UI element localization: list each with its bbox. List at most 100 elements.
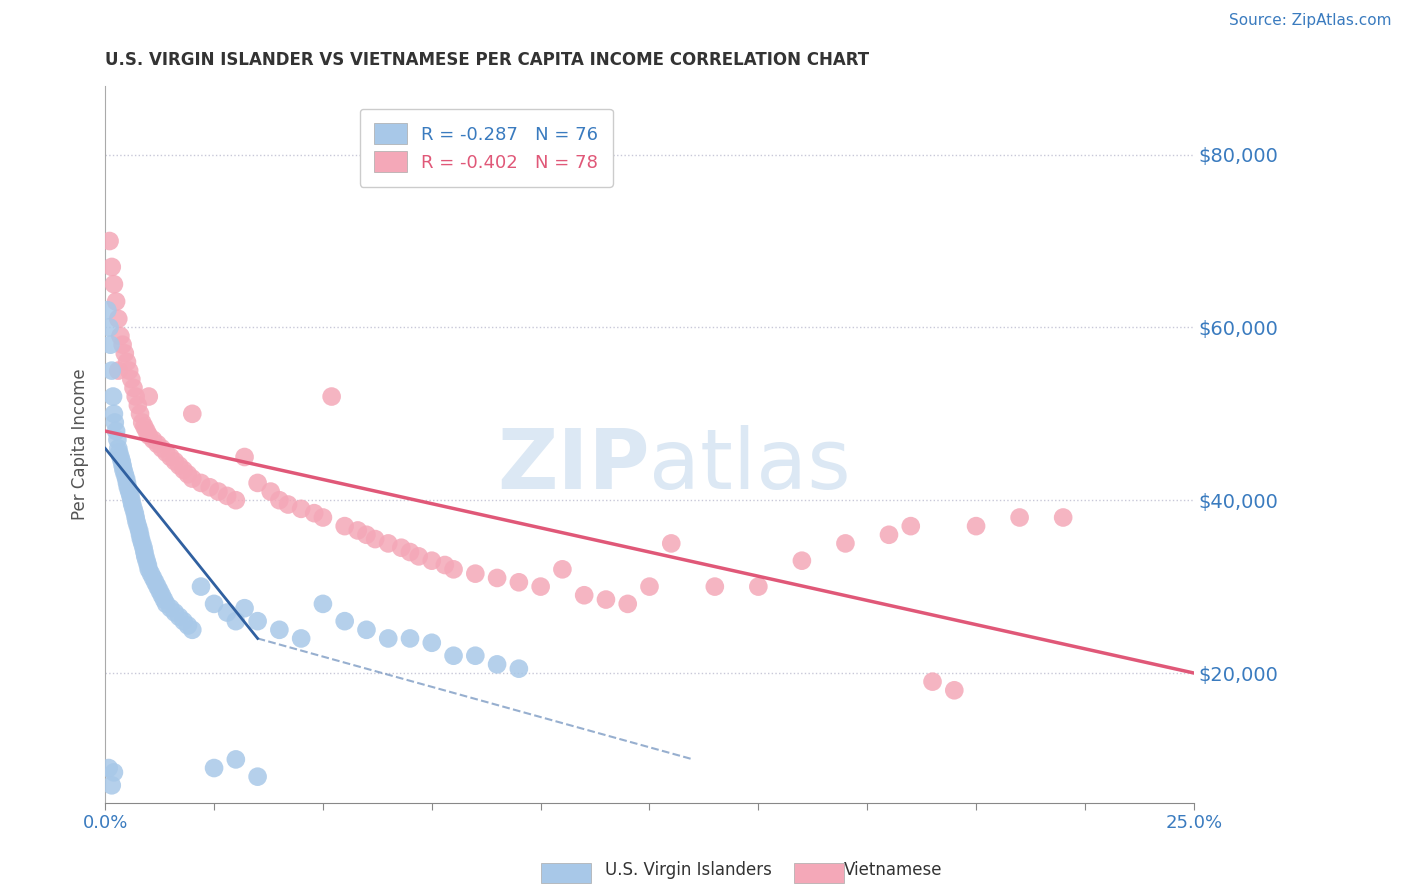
Point	[143, 575, 166, 590]
Point	[364, 532, 387, 546]
Point	[433, 558, 456, 572]
Point	[107, 311, 129, 326]
Point	[312, 510, 335, 524]
Point	[100, 260, 122, 274]
Point	[747, 580, 769, 594]
Point	[135, 554, 157, 568]
Point	[120, 493, 142, 508]
Point	[108, 446, 131, 460]
Point	[163, 454, 186, 468]
Point	[146, 580, 169, 594]
Point	[129, 528, 152, 542]
Point	[356, 623, 378, 637]
Point	[135, 424, 157, 438]
Point	[290, 632, 312, 646]
Legend: R = -0.287   N = 76, R = -0.402   N = 78: R = -0.287 N = 76, R = -0.402 N = 78	[360, 109, 613, 186]
Point	[420, 554, 443, 568]
Point	[111, 337, 134, 351]
Point	[321, 390, 343, 404]
Point	[508, 662, 530, 676]
Point	[118, 484, 141, 499]
Point	[121, 498, 143, 512]
Point	[146, 437, 169, 451]
Point	[233, 450, 256, 464]
Point	[132, 541, 155, 555]
Point	[112, 463, 135, 477]
Point	[225, 752, 247, 766]
Point	[149, 583, 172, 598]
Point	[277, 498, 299, 512]
Point	[177, 467, 200, 482]
Point	[129, 407, 152, 421]
Text: Vietnamese: Vietnamese	[844, 861, 942, 879]
Text: atlas: atlas	[650, 425, 851, 506]
Point	[464, 566, 486, 581]
Point	[114, 346, 136, 360]
Point	[134, 419, 156, 434]
Point	[464, 648, 486, 663]
Point	[167, 458, 190, 473]
Point	[202, 761, 225, 775]
Y-axis label: Per Capita Income: Per Capita Income	[72, 368, 89, 520]
Point	[159, 450, 181, 464]
Point	[190, 475, 212, 490]
Point	[572, 588, 595, 602]
Point	[124, 506, 146, 520]
Point	[443, 562, 465, 576]
Point	[616, 597, 638, 611]
Point	[217, 489, 239, 503]
Point	[103, 765, 125, 780]
Point	[703, 580, 725, 594]
Point	[127, 398, 149, 412]
Point	[103, 277, 125, 292]
Point	[312, 597, 335, 611]
Point	[190, 580, 212, 594]
Point	[163, 606, 186, 620]
Point	[333, 519, 356, 533]
Point	[834, 536, 856, 550]
Point	[181, 407, 204, 421]
Point	[225, 493, 247, 508]
Point	[107, 363, 129, 377]
Point	[134, 545, 156, 559]
Point	[900, 519, 922, 533]
Point	[790, 554, 813, 568]
Point	[142, 433, 165, 447]
Point	[389, 541, 412, 555]
Point	[399, 632, 422, 646]
Point	[96, 303, 118, 318]
Point	[1052, 510, 1074, 524]
Point	[110, 329, 132, 343]
Point	[100, 337, 122, 351]
Point	[486, 657, 509, 672]
Point	[408, 549, 430, 564]
Point	[134, 549, 156, 564]
Point	[125, 510, 148, 524]
Point	[115, 355, 138, 369]
Point	[115, 472, 138, 486]
Point	[155, 446, 177, 460]
Point	[246, 475, 269, 490]
Point	[122, 381, 145, 395]
Point	[129, 532, 152, 546]
Point	[101, 390, 124, 404]
Point	[377, 632, 399, 646]
Text: U.S. VIRGIN ISLANDER VS VIETNAMESE PER CAPITA INCOME CORRELATION CHART: U.S. VIRGIN ISLANDER VS VIETNAMESE PER C…	[105, 51, 869, 69]
Point	[290, 501, 312, 516]
Point	[114, 467, 136, 482]
Point	[150, 442, 173, 456]
Text: Source: ZipAtlas.com: Source: ZipAtlas.com	[1229, 13, 1392, 29]
Point	[181, 472, 204, 486]
Point	[260, 484, 283, 499]
Point	[138, 562, 160, 576]
Point	[98, 234, 121, 248]
Point	[115, 475, 138, 490]
Text: ZIP: ZIP	[496, 425, 650, 506]
Point	[420, 636, 443, 650]
Point	[530, 580, 553, 594]
Point	[302, 506, 325, 520]
Point	[110, 450, 132, 464]
Point	[131, 416, 153, 430]
Point	[225, 614, 247, 628]
Point	[246, 770, 269, 784]
